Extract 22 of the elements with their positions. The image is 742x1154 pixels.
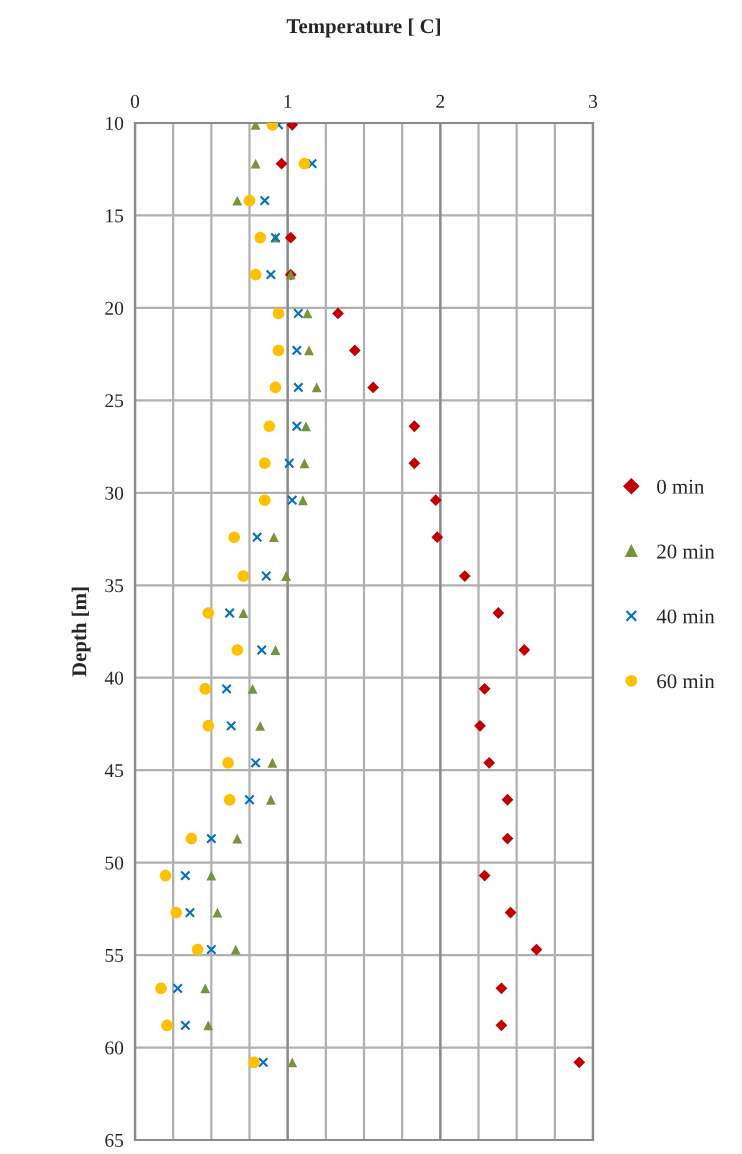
x-tick-label: 2: [436, 94, 445, 108]
y-tick-label: 25: [105, 394, 124, 408]
y-tick-label: 20: [105, 301, 124, 315]
x-tick-label: 0: [130, 94, 140, 108]
x-tick-label: 1: [284, 94, 292, 108]
y-tick-label: 30: [105, 486, 124, 500]
y-tick-label: 65: [105, 1133, 124, 1147]
legend-label: 0 min: [657, 479, 705, 494]
y-tick-label: 10: [106, 116, 124, 130]
legend-label: 60 min: [657, 674, 715, 689]
y-tick-label: 55: [105, 949, 124, 963]
y-tick-label: 40: [104, 671, 124, 685]
y-tick-label: 15: [106, 209, 124, 223]
legend-label: 40 min: [656, 609, 715, 624]
y-axis-title: Depth [m]: [71, 587, 91, 677]
y-tick-label: 45: [104, 764, 124, 778]
x-tick-label: 3: [589, 94, 598, 108]
chart-title: Temperature [ C]: [286, 18, 440, 38]
y-tick-label: 60: [105, 1041, 124, 1055]
y-tick-label: 50: [105, 856, 124, 870]
y-tick-label: 35: [105, 579, 124, 593]
legend-label: 20 min: [657, 544, 715, 559]
